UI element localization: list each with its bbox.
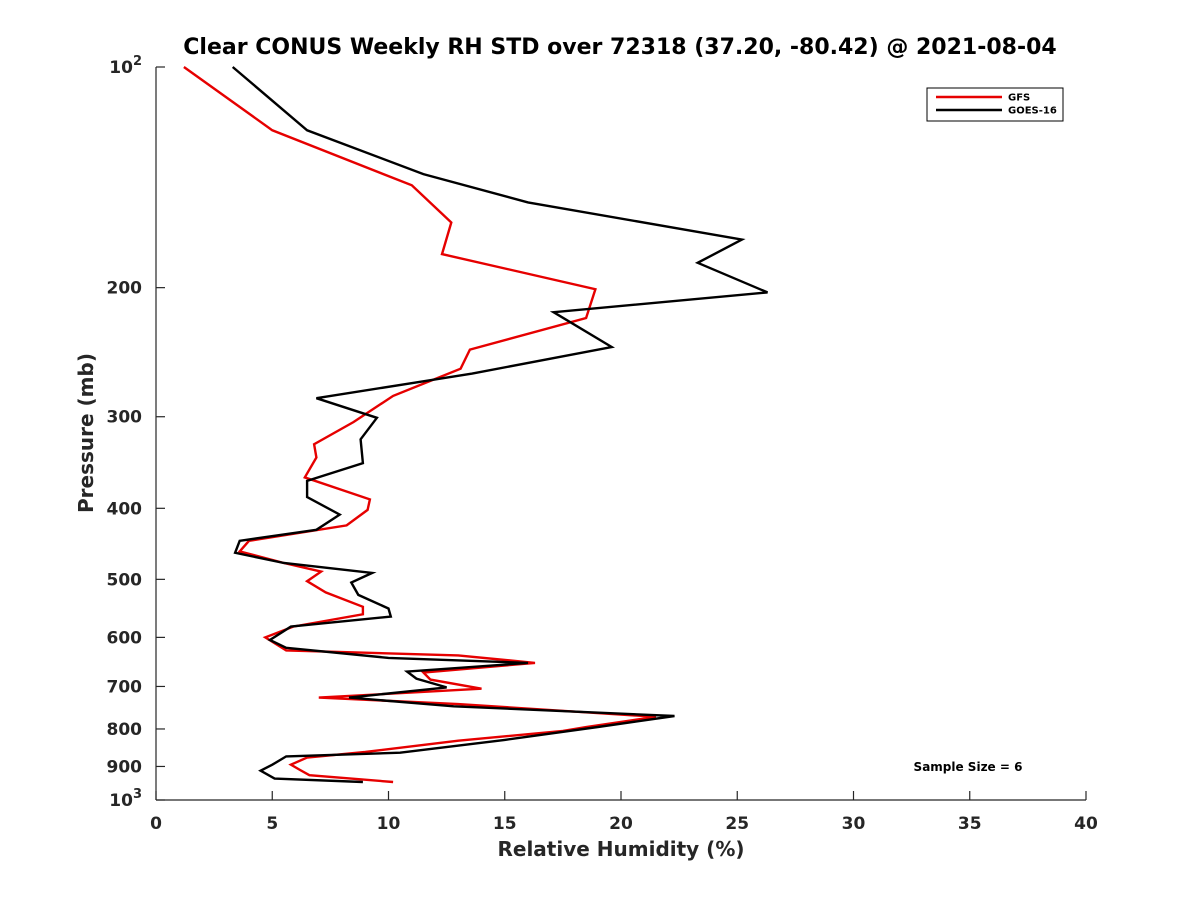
series-layer	[183, 66, 768, 784]
x-tick-label: 35	[958, 814, 982, 834]
x-tick-label: 40	[1074, 814, 1098, 834]
y-tick-label: 700	[107, 677, 143, 697]
x-tick-label: 15	[493, 814, 517, 834]
y-tick-label: 400	[107, 499, 143, 519]
y-tick-label: 200	[107, 279, 143, 299]
legend-label-1: GOES-16	[1008, 106, 1057, 117]
x-tick-label: 10	[377, 814, 401, 834]
plot-background	[156, 67, 1086, 800]
x-tick-label: 5	[266, 814, 278, 834]
x-ticks: 0 5 10 15 20 25 30 35 40	[150, 791, 1098, 834]
x-tick-label: 20	[609, 814, 633, 834]
y-tick-label: 900	[107, 757, 143, 777]
legend-box	[926, 87, 1064, 122]
x-tick-label: 0	[150, 814, 162, 834]
legend: GFS GOES-16	[926, 87, 1064, 122]
sample-size-annotation: Sample Size = 6	[914, 760, 1023, 774]
y-axis-label: Pressure (mb)	[74, 353, 98, 513]
y-tick-label: 500	[107, 570, 143, 590]
y-tick-label: 800	[107, 720, 143, 740]
y-tick-label: 300	[107, 408, 143, 428]
series-line-1	[231, 66, 768, 784]
x-tick-label: 25	[725, 814, 749, 834]
plot-area: 0 5 10 15 20 25 30 35 40 10220030040050060070080…	[107, 54, 1098, 834]
x-axis-label: Relative Humidity (%)	[497, 837, 744, 861]
chart-title: Clear CONUS Weekly RH STD over 72318 (37…	[183, 35, 1056, 60]
legend-label-0: GFS	[1008, 93, 1030, 104]
y-tick-label: 600	[107, 628, 143, 648]
x-tick-label: 30	[842, 814, 866, 834]
